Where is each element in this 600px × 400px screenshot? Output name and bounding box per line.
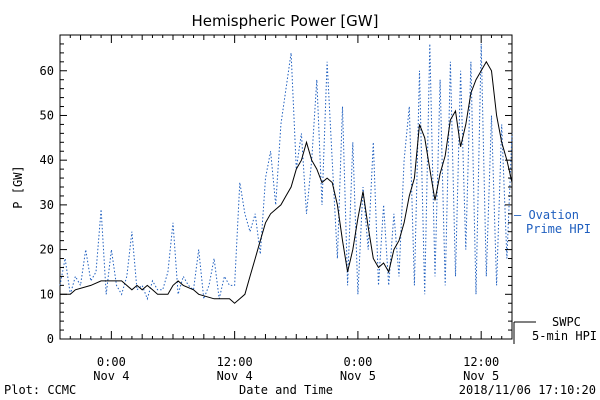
x-axis-label: Date and Time bbox=[239, 383, 333, 397]
legend-ovation: — Ovation Prime HPI bbox=[514, 208, 591, 236]
y-tick-label: 60 bbox=[40, 64, 54, 78]
legend-swpc-line1: SWPC bbox=[552, 315, 581, 329]
y-tick-label: 40 bbox=[40, 153, 54, 167]
y-tick-label: 50 bbox=[40, 108, 54, 122]
y-tick-label: 0 bbox=[47, 332, 54, 346]
plot-frame bbox=[59, 34, 513, 340]
y-axis-label: P [GW] bbox=[11, 165, 25, 208]
footer-credit: Plot: CCMC bbox=[4, 383, 76, 397]
y-tick-label: 20 bbox=[40, 243, 54, 257]
x-tick-date-label: Nov 4 bbox=[217, 369, 253, 383]
y-axis: 0 10 20 30 40 50 60 bbox=[40, 34, 512, 346]
legend-ovation-line1: — Ovation bbox=[514, 208, 579, 222]
x-tick-date-label: Nov 5 bbox=[463, 369, 499, 383]
chart-title: Hemispheric Power [GW] bbox=[192, 12, 379, 30]
x-tick-time-label: 12:00 bbox=[217, 355, 253, 369]
series-ovation-line bbox=[59, 43, 513, 301]
legend-swpc-line2: 5-min HPI bbox=[532, 329, 597, 343]
legend-swpc: SWPC 5-min HPI bbox=[513, 315, 597, 344]
x-tick-time-label: 0:00 bbox=[97, 355, 126, 369]
series-layer bbox=[59, 43, 513, 304]
x-tick-date-label: Nov 5 bbox=[340, 369, 376, 383]
series-swpc-line bbox=[60, 60, 513, 304]
x-tick-time-label: 0:00 bbox=[343, 355, 372, 369]
y-tick-label: 30 bbox=[40, 198, 54, 212]
legend-ovation-line2: Prime HPI bbox=[526, 222, 591, 236]
y-tick-label: 10 bbox=[40, 287, 54, 301]
footer-timestamp: 2018/11/06 17:10:20 bbox=[459, 383, 596, 397]
x-tick-time-label: 12:00 bbox=[463, 355, 499, 369]
x-tick-date-label: Nov 4 bbox=[93, 369, 129, 383]
